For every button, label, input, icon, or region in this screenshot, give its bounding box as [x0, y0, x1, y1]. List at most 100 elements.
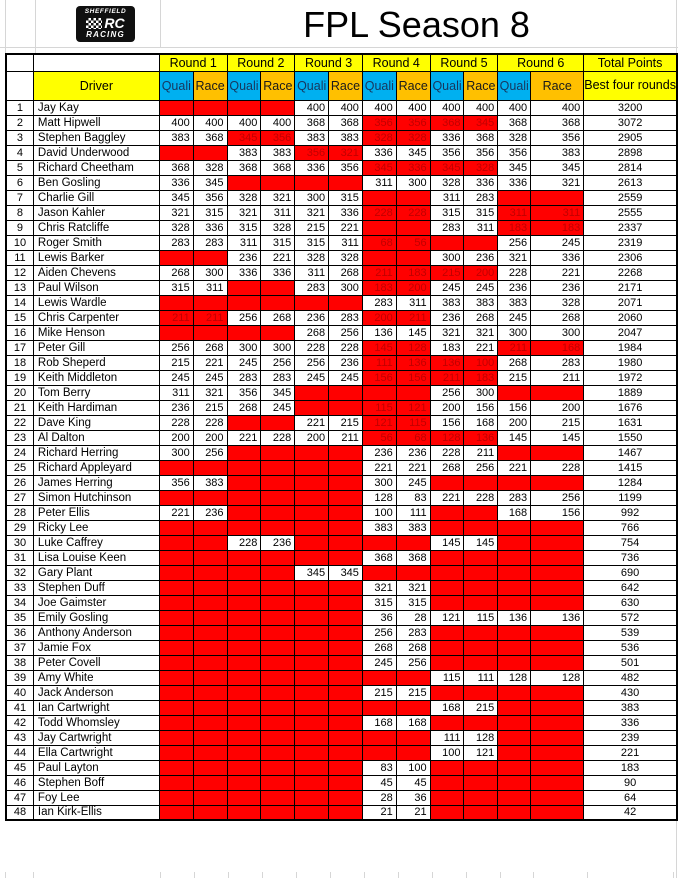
table-row: 34 Joe Gaimster 315 315 630	[5, 594, 678, 611]
score-cell: 283	[497, 489, 532, 506]
score-cell-dropped	[192, 294, 228, 311]
driver-name: Richard Cheetham	[32, 159, 160, 176]
score-cell: 311	[463, 219, 499, 236]
driver-name: Peter Ellis	[32, 504, 160, 521]
score-cell: 300	[260, 339, 296, 356]
score-cell-dropped	[328, 609, 363, 626]
table-row: 15 Chris Carpenter 211 211 256 268 236 283 200 21…	[5, 309, 678, 326]
score-cell-dropped	[260, 609, 296, 626]
score-cell-dropped	[395, 729, 431, 746]
quali-header: Quali	[226, 70, 262, 101]
total-points-value: 1972	[583, 369, 678, 386]
score-cell: 256	[192, 444, 228, 461]
row-number: 37	[5, 639, 34, 656]
score-cell: 256	[158, 339, 194, 356]
table-row: 5 Richard Cheetham 368 328 368 368 336 356 345 33…	[5, 159, 678, 176]
score-cell-dropped	[294, 639, 330, 656]
score-cell: 128	[463, 729, 499, 746]
score-cell-dropped	[260, 699, 296, 716]
score-cell: 236	[497, 279, 532, 296]
score-cell-dropped	[226, 174, 262, 191]
score-cell-dropped	[260, 294, 296, 311]
score-cell-dropped: 136	[395, 354, 431, 371]
score-cell-dropped	[361, 534, 397, 551]
score-cell: 221	[463, 339, 499, 356]
score-cell: 356	[463, 144, 499, 161]
score-cell-dropped: 183	[497, 219, 532, 236]
score-cell-dropped	[294, 474, 330, 491]
driver-name: Gary Plant	[32, 564, 160, 581]
score-cell-dropped	[429, 594, 465, 611]
score-cell: 300	[395, 174, 431, 191]
score-cell-dropped	[530, 714, 585, 731]
row-number: 23	[5, 429, 34, 446]
total-points-value: 2319	[583, 234, 678, 251]
score-cell-dropped	[192, 639, 228, 656]
score-cell: 311	[328, 234, 363, 251]
score-cell: 283	[530, 354, 585, 371]
score-cell-dropped	[395, 744, 431, 761]
table-row: 6 Ben Gosling 336 345 311 300 328 336 336 321 2613	[5, 174, 678, 191]
score-cell: 368	[530, 114, 585, 131]
score-cell-dropped	[463, 579, 499, 596]
score-cell-dropped	[429, 519, 465, 536]
score-cell-dropped	[158, 519, 194, 536]
score-cell: 345	[530, 159, 585, 176]
score-cell: 400	[294, 99, 330, 116]
score-cell-dropped	[429, 639, 465, 656]
total-points-header: Total Points	[583, 53, 678, 72]
score-cell-dropped	[497, 534, 532, 551]
score-cell-dropped: 128	[429, 429, 465, 446]
total-points-value: 2814	[583, 159, 678, 176]
driver-name: Rob Sheperd	[32, 354, 160, 371]
score-cell: 283	[395, 624, 431, 641]
driver-name: Ian Kirk-Ellis	[32, 804, 160, 821]
score-cell: 221	[395, 459, 431, 476]
score-cell-dropped: 68	[395, 429, 431, 446]
score-cell-dropped	[361, 384, 397, 401]
score-cell-dropped	[226, 414, 262, 431]
score-cell: 115	[463, 609, 499, 626]
score-cell-dropped	[226, 489, 262, 506]
score-cell-dropped	[395, 564, 431, 581]
score-cell-dropped: 111	[361, 354, 397, 371]
score-cell-dropped	[294, 789, 330, 806]
score-cell-dropped	[260, 444, 296, 461]
score-cell-dropped	[158, 564, 194, 581]
round-4-header: Round 4	[361, 53, 431, 72]
score-cell-dropped	[158, 639, 194, 656]
total-points-value: 539	[583, 624, 678, 641]
score-cell-dropped	[226, 729, 262, 746]
score-cell: 228	[328, 339, 363, 356]
score-cell: 136	[530, 609, 585, 626]
total-points-value: 2337	[583, 219, 678, 236]
score-cell-dropped	[530, 534, 585, 551]
total-points-value: 766	[583, 519, 678, 536]
score-cell-dropped	[497, 744, 532, 761]
score-cell-dropped	[463, 594, 499, 611]
table-row: 14 Lewis Wardle 283 311 383 383 383 328 2071	[5, 294, 678, 311]
score-cell-dropped	[530, 759, 585, 776]
score-cell: 311	[260, 204, 296, 221]
row-number: 10	[5, 234, 34, 251]
row-number: 16	[5, 324, 34, 341]
score-cell: 383	[395, 519, 431, 536]
score-cell-dropped	[294, 594, 330, 611]
total-points-value: 992	[583, 504, 678, 521]
table-row: 9 Chris Ratcliffe 328 336 315 328 215 221 283 311…	[5, 219, 678, 236]
total-points-value: 3200	[583, 99, 678, 116]
score-cell-dropped	[328, 744, 363, 761]
score-cell-dropped	[192, 699, 228, 716]
score-cell-dropped: 211	[361, 264, 397, 281]
score-cell-dropped: 136	[429, 354, 465, 371]
score-cell: 121	[463, 744, 499, 761]
table-row: 36 Anthony Anderson 256 283 539	[5, 624, 678, 641]
score-cell-dropped	[294, 579, 330, 596]
total-points-value: 1415	[583, 459, 678, 476]
score-cell: 221	[192, 354, 228, 371]
score-cell: 228	[463, 489, 499, 506]
score-cell: 256	[294, 354, 330, 371]
score-cell: 336	[260, 264, 296, 281]
score-cell-dropped: 128	[395, 339, 431, 356]
